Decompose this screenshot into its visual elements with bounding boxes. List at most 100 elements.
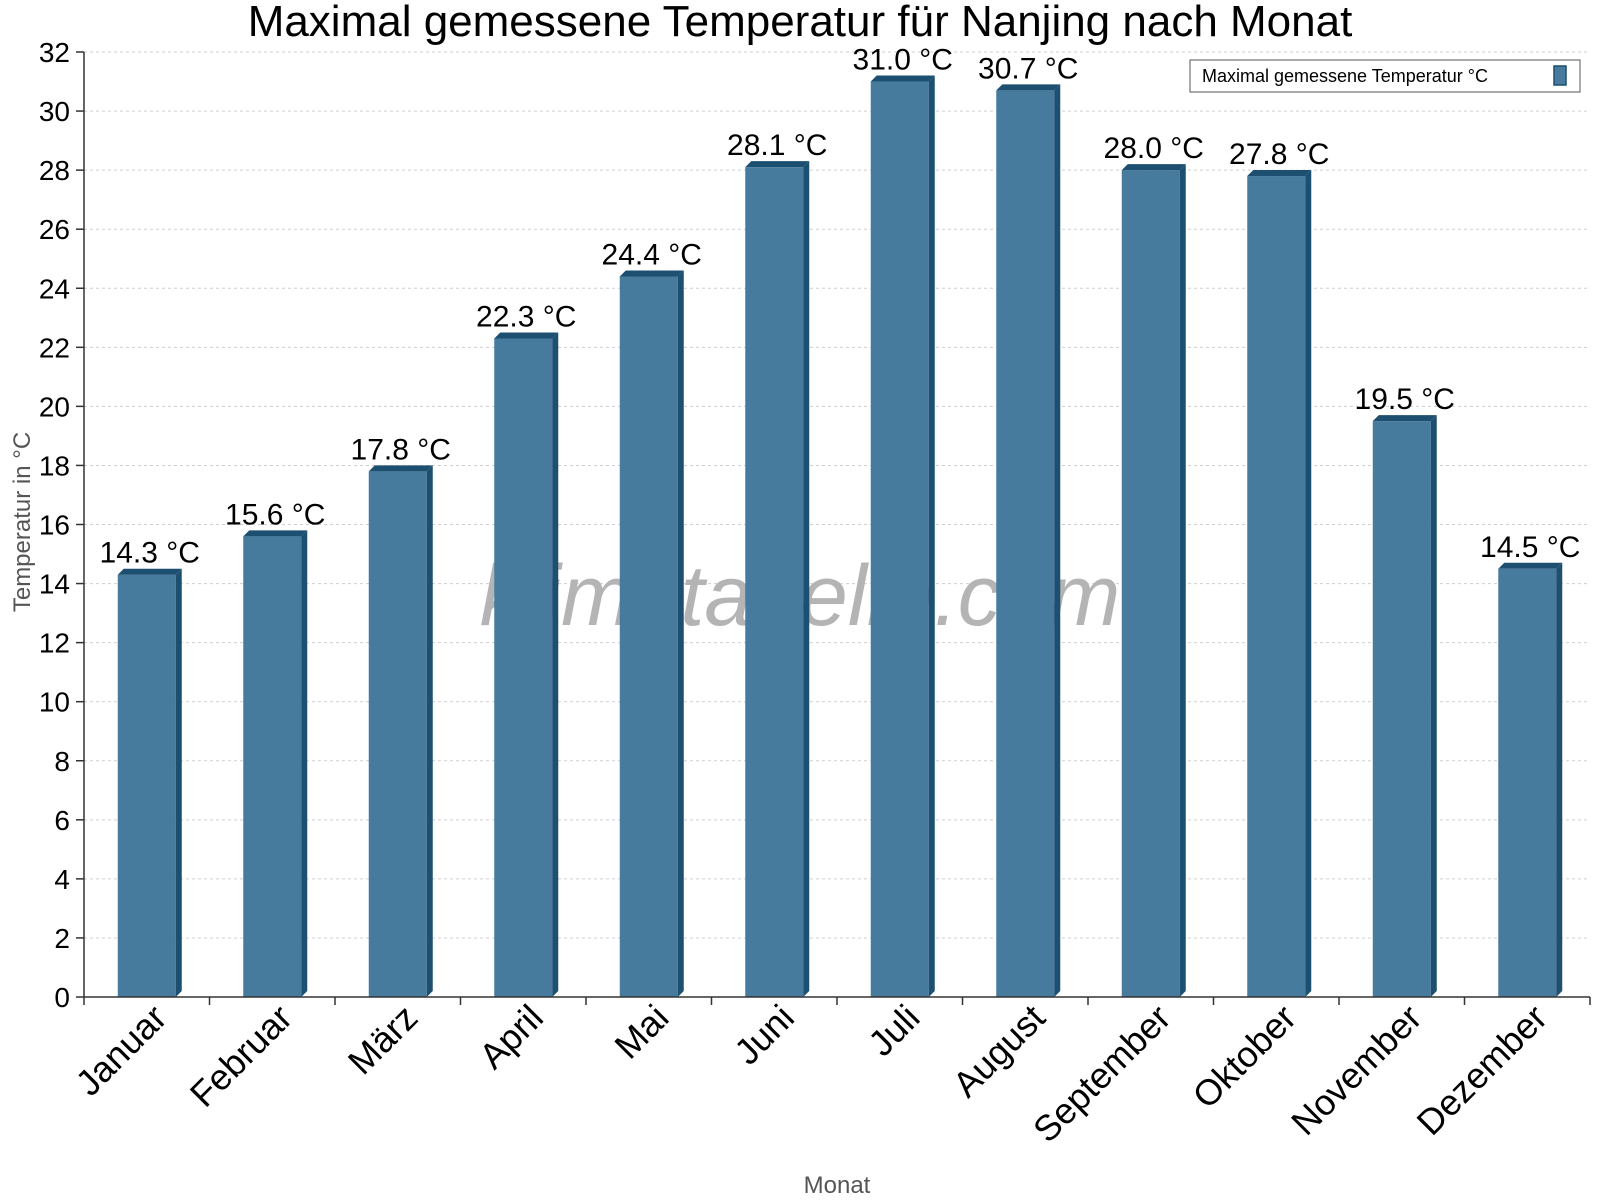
y-tick-label: 18 (39, 450, 70, 481)
bar-side (426, 465, 433, 997)
y-tick-label: 30 (39, 96, 70, 127)
bar-value-label: 30.7 °C (978, 52, 1078, 85)
bar-top (1121, 164, 1186, 171)
y-tick-label: 22 (39, 332, 70, 363)
bar (243, 530, 308, 997)
x-tick-label: September (1025, 997, 1179, 1151)
bar-side (301, 530, 308, 997)
y-tick-label: 8 (54, 746, 70, 777)
y-tick-label: 0 (54, 982, 70, 1013)
bar (1372, 415, 1437, 997)
x-axis-label: Monat (804, 1172, 871, 1199)
bar (494, 332, 559, 997)
bar-top (1498, 562, 1563, 569)
x-tick-label: Januar (68, 997, 175, 1104)
x-tick-label: Oktober (1184, 997, 1304, 1117)
bar-top (1247, 170, 1312, 177)
bar-side (803, 161, 810, 997)
chart-title: Maximal gemessene Temperatur für Nanjing… (248, 0, 1353, 46)
bar-face (870, 81, 929, 997)
y-tick-label: 14 (39, 569, 70, 600)
bar-face (1247, 176, 1306, 997)
x-tick-label: Februar (182, 997, 300, 1115)
bar-value-label: 22.3 °C (476, 300, 576, 333)
bar-side (928, 75, 935, 997)
bar-face (494, 338, 553, 997)
bar-value-label: 15.6 °C (225, 498, 325, 531)
y-tick-label: 24 (39, 273, 70, 304)
bar (745, 161, 810, 997)
bar-top (996, 84, 1061, 91)
bar-value-label: 24.4 °C (602, 238, 702, 271)
bar-top (619, 270, 684, 277)
y-tick-label: 26 (39, 214, 70, 245)
legend-swatch (1553, 65, 1567, 86)
bar (870, 75, 935, 997)
legend: Maximal gemessene Temperatur °C (1189, 59, 1581, 93)
x-tick-label: Juni (726, 997, 802, 1073)
bars (117, 75, 1563, 997)
bar-value-label: 27.8 °C (1229, 138, 1329, 171)
bar-value-label: 17.8 °C (351, 433, 451, 466)
y-tick-label: 6 (54, 805, 70, 836)
grid-lines (84, 51, 1590, 939)
y-tick-label: 28 (39, 155, 70, 186)
bar-side (552, 332, 559, 997)
y-tick-label: 16 (39, 510, 70, 541)
bar-side (1430, 415, 1437, 997)
bar-side (1305, 170, 1312, 997)
bar-face (745, 167, 804, 997)
y-tick-label: 4 (54, 864, 70, 895)
bar-value-label: 14.3 °C (100, 537, 200, 570)
legend-box (1189, 59, 1581, 93)
value-labels: 14.3 °C 15.6 °C 17.8 °C 22.3 °C 24.4 °C 28.1 … (100, 44, 1581, 570)
x-tick-label: Mai (606, 997, 676, 1067)
bar-face (368, 471, 427, 997)
bar-side (175, 568, 182, 997)
y-tick-label: 20 (39, 391, 70, 422)
bar-top (494, 332, 559, 339)
bar-top (243, 530, 308, 537)
bar-face (619, 276, 678, 997)
x-tick-label: März (340, 997, 426, 1083)
bar (368, 465, 433, 997)
bar-face (996, 90, 1055, 997)
bar-value-label: 14.5 °C (1480, 531, 1580, 564)
x-tick-label: April (471, 997, 551, 1077)
bar-face (1372, 421, 1431, 997)
bar-top (870, 75, 935, 82)
bar-value-label: 28.1 °C (727, 129, 827, 162)
x-tick-label: November (1283, 997, 1429, 1143)
bar-side (1054, 84, 1061, 997)
bar-top (368, 465, 433, 472)
y-tick-label: 12 (39, 628, 70, 659)
bar-top (745, 161, 810, 168)
y-tick-label: 32 (39, 37, 70, 68)
bar-face (1498, 568, 1557, 997)
bar (619, 270, 684, 997)
x-axis-ticks: Januar Februar März April Mai Juni Juli AugustS… (68, 997, 1591, 1151)
bar-value-label: 28.0 °C (1104, 132, 1204, 165)
bar-value-label: 31.0 °C (853, 44, 953, 77)
legend-label: Maximal gemessene Temperatur °C (1202, 66, 1488, 86)
bar-side (677, 270, 684, 997)
y-tick-label: 10 (39, 687, 70, 718)
bar (1121, 164, 1186, 997)
y-tick-label: 2 (54, 923, 70, 954)
bar (996, 84, 1061, 997)
bar-face (1121, 170, 1180, 997)
bar-top (117, 568, 182, 575)
bar-side (1179, 164, 1186, 997)
bar-face (117, 574, 176, 997)
bar-side (1556, 562, 1563, 997)
x-tick-label: Dezember (1408, 997, 1554, 1143)
bar-face (243, 536, 302, 997)
y-axis-label: Temperatur in °C (9, 432, 36, 612)
bar (1498, 562, 1563, 997)
bar (1247, 170, 1312, 997)
x-tick-label: August (945, 997, 1053, 1105)
bar (117, 568, 182, 997)
bar-top (1372, 415, 1437, 422)
